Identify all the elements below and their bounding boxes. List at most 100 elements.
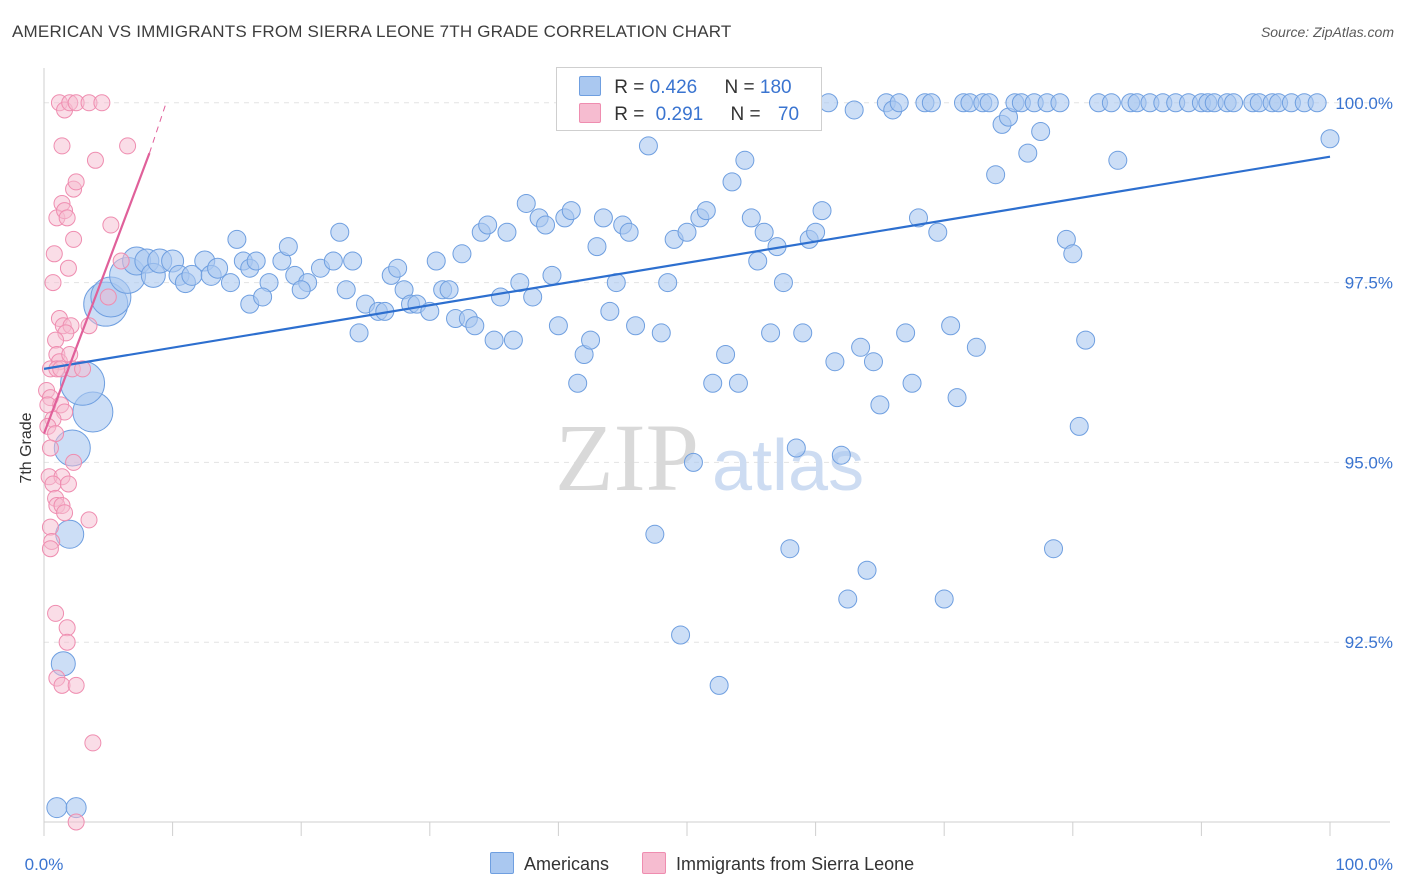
source-label: Source: ZipAtlas.com: [1260, 24, 1394, 40]
data-point-sierra-leone: [67, 813, 85, 831]
data-point-americans: [934, 589, 954, 609]
data-point-sierra-leone: [67, 676, 85, 694]
data-point-americans: [619, 222, 639, 242]
data-point-americans: [921, 93, 941, 113]
series-legend: Americans Immigrants from Sierra Leone: [490, 852, 942, 875]
legend-n-value: 180: [759, 77, 792, 98]
data-point-americans: [207, 257, 229, 279]
data-point-americans: [291, 280, 311, 300]
data-point-americans: [581, 330, 601, 350]
legend-n-label: N =: [724, 77, 755, 98]
data-point-americans: [838, 589, 858, 609]
data-point-americans: [600, 301, 620, 321]
legend-item-sierra-leone: Immigrants from Sierra Leone: [642, 852, 914, 875]
data-point-americans: [1108, 150, 1128, 170]
data-point-americans: [683, 452, 703, 472]
legend-n-label: N =: [730, 104, 761, 125]
data-point-americans: [825, 352, 845, 372]
data-point-americans: [773, 273, 793, 293]
data-point-americans: [928, 222, 948, 242]
data-point-sierra-leone: [44, 274, 62, 292]
legend-label-sierra-leone: Immigrants from Sierra Leone: [676, 854, 915, 874]
data-point-americans: [786, 438, 806, 458]
legend-r-value: 0.426: [649, 77, 698, 98]
data-point-americans: [343, 251, 363, 271]
data-point-americans: [728, 373, 748, 393]
data-point-americans: [1069, 416, 1089, 436]
data-point-americans: [626, 316, 646, 336]
data-point-americans: [966, 337, 986, 357]
data-point-americans: [497, 222, 517, 242]
data-point-americans: [748, 251, 768, 271]
data-point-americans: [220, 273, 240, 293]
data-point-americans: [754, 222, 774, 242]
watermark-atlas: atlas: [712, 426, 864, 506]
data-point-sierra-leone: [41, 540, 59, 558]
chart-title: AMERICAN VS IMMIGRANTS FROM SIERRA LEONE…: [12, 22, 732, 41]
legend-item-americans: Americans: [490, 852, 609, 875]
data-point-americans: [478, 215, 498, 235]
data-point-americans: [484, 330, 504, 350]
trend-line-sierra-leone: [42, 152, 151, 435]
data-point-sierra-leone: [67, 173, 85, 191]
data-point-americans: [439, 280, 459, 300]
data-point-americans: [336, 280, 356, 300]
data-point-americans: [908, 208, 928, 228]
data-point-sierra-leone: [56, 504, 74, 522]
legend-row-americans: R = 0.426 N = 180: [579, 76, 792, 99]
data-point-sierra-leone: [58, 633, 76, 651]
data-point-americans: [671, 625, 691, 645]
data-point-americans: [793, 323, 813, 343]
y-axis-label: 7th Grade: [18, 412, 35, 484]
data-point-sierra-leone: [44, 475, 62, 493]
legend-swatch-blue: [490, 852, 514, 874]
data-point-americans: [851, 337, 871, 357]
legend-label-americans: Americans: [524, 854, 610, 874]
data-point-americans: [388, 258, 408, 278]
data-point-americans: [986, 165, 1006, 185]
legend-swatch-pink: [579, 103, 601, 123]
data-point-americans: [1031, 122, 1051, 142]
data-point-americans: [870, 395, 890, 415]
data-point-americans: [735, 150, 755, 170]
legend-r-value: 0.291: [655, 104, 704, 125]
data-point-americans: [1101, 93, 1121, 113]
data-point-americans: [503, 330, 523, 350]
data-point-americans: [979, 93, 999, 113]
data-point-sierra-leone: [58, 619, 76, 637]
data-point-americans: [889, 93, 909, 113]
tick-labels: 92.5% 95.0% 97.5% 100.0% 0.0% 100.0%: [25, 94, 1393, 874]
data-point-americans: [651, 323, 671, 343]
data-point-americans: [857, 560, 877, 580]
legend-swatch-blue: [579, 76, 601, 96]
data-point-americans: [709, 675, 729, 695]
data-point-americans: [542, 265, 562, 285]
data-point-sierra-leone: [102, 216, 120, 234]
data-point-americans: [227, 229, 247, 249]
legend-r-label: R =: [614, 77, 645, 98]
trend-line-americans: [43, 155, 1331, 370]
data-point-sierra-leone: [53, 137, 71, 155]
data-point-americans: [330, 222, 350, 242]
data-point-americans: [947, 388, 967, 408]
data-point-americans: [323, 251, 343, 271]
data-point-americans: [491, 287, 511, 307]
data-point-americans: [1224, 93, 1244, 113]
data-point-americans: [1044, 539, 1064, 559]
data-point-americans: [677, 222, 697, 242]
data-point-americans: [523, 287, 543, 307]
y-tick-label: 95.0%: [1345, 453, 1393, 472]
data-point-americans: [510, 273, 530, 293]
data-point-sierra-leone: [84, 734, 102, 752]
data-point-sierra-leone: [80, 511, 98, 529]
data-point-americans: [761, 323, 781, 343]
data-point-sierra-leone: [47, 425, 65, 443]
legend-swatch-pink: [642, 852, 667, 874]
x-tick-label: 100.0%: [1335, 855, 1393, 874]
data-point-americans: [896, 323, 916, 343]
data-point-americans: [516, 193, 536, 213]
legend-row-sierra-leone: R = 0.291 N = 70: [579, 103, 799, 126]
data-point-sierra-leone: [47, 604, 65, 622]
data-point-americans: [806, 222, 826, 242]
